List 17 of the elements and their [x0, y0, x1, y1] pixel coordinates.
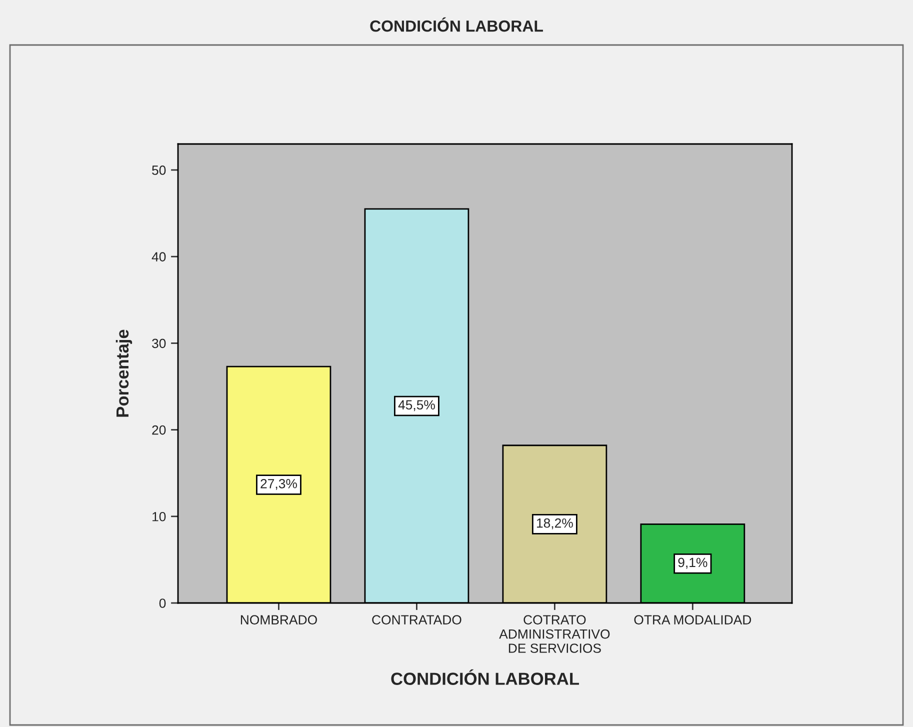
y-tick-label: 0 [159, 598, 166, 608]
x-axis-title: CONDICIÓN LABORAL [391, 669, 579, 685]
y-axis-title: Porcentaje [116, 330, 132, 417]
y-tick-label: 20 [152, 425, 166, 435]
x-tick-label: NOMBRADO [240, 615, 317, 624]
data-label: 27,3% [260, 478, 297, 490]
data-label: 9,1% [678, 558, 708, 569]
y-tick-label: 30 [152, 338, 166, 348]
x-tick-label: OTRA MODALIDAD [634, 615, 752, 624]
y-tick-label: 50 [152, 166, 166, 175]
x-tick-label: CONTRATADO [372, 615, 462, 624]
data-label: 45,5% [398, 400, 435, 412]
data-label: 18,2% [536, 518, 573, 530]
chart-title: CONDICIÓN LABORAL [370, 17, 543, 32]
y-tick-label: 40 [152, 252, 166, 262]
x-tick-label: COTRATO ADMINISTRATIVO DE SERVICIOS [499, 615, 610, 653]
y-tick-label: 10 [152, 512, 166, 522]
